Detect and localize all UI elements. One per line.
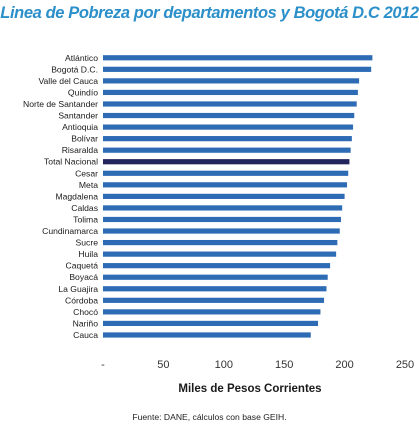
category-label: Norte de Santander xyxy=(23,99,98,109)
x-tick-label: 250 xyxy=(396,359,414,371)
x-tick-label: - xyxy=(101,359,105,371)
bar-valle-del-cauca xyxy=(103,78,360,84)
category-label: Cauca xyxy=(73,330,98,340)
source-note: Fuente: DANE, cálculos con base GEIH. xyxy=(132,412,287,422)
x-tick-label: 100 xyxy=(215,359,233,371)
bar-magdalena xyxy=(103,193,345,199)
category-label: Bogotá D.C. xyxy=(51,64,98,74)
category-label: Valle del Cauca xyxy=(38,76,98,86)
bar-santander xyxy=(103,112,355,119)
category-label: Boyacá xyxy=(69,272,98,282)
category-label: Cesar xyxy=(75,168,98,178)
bar-cesar xyxy=(103,170,349,176)
bar-cauca xyxy=(103,332,311,338)
category-label: Caquetá xyxy=(66,261,99,271)
category-label: Risaralda xyxy=(62,145,99,155)
bar-quindio xyxy=(103,89,358,96)
category-label: Tolima xyxy=(73,214,98,224)
x-axis-ticks: - 50 100 150 200 250 xyxy=(101,359,414,371)
category-label: Huila xyxy=(78,249,98,259)
bar-cundinamarca xyxy=(103,228,340,234)
bar-bogota-d-c xyxy=(103,66,372,72)
category-label: Santander xyxy=(58,111,98,121)
category-label: Nariño xyxy=(73,318,99,328)
bar-total-nacional xyxy=(103,159,350,165)
category-label: Bolívar xyxy=(71,134,98,144)
bar-choco xyxy=(103,309,321,315)
category-label: Atlántico xyxy=(65,53,98,63)
bar-atlantico xyxy=(103,55,373,61)
category-label: La Guajira xyxy=(58,284,98,294)
category-label: Cundinamarca xyxy=(42,226,98,236)
category-label: Sucre xyxy=(76,238,99,248)
x-axis-label: Miles de Pesos Corrientes xyxy=(178,383,321,395)
category-label: Antioquia xyxy=(62,122,98,132)
category-label: Córdoba xyxy=(65,295,98,305)
x-tick-label: 50 xyxy=(157,359,169,371)
bar-huila xyxy=(103,251,337,257)
bar-cordoba xyxy=(103,297,325,303)
category-label: Quindío xyxy=(68,87,98,97)
category-label: Caldas xyxy=(71,203,98,213)
bar-la-guajira xyxy=(103,286,327,292)
bar-antioquia xyxy=(103,124,354,130)
x-tick-label: 150 xyxy=(275,359,293,371)
category-label: Chocó xyxy=(73,307,98,317)
bar-boyaca xyxy=(103,274,328,280)
bar-caldas xyxy=(103,205,343,211)
bars-layer xyxy=(103,55,373,338)
bar-meta xyxy=(103,182,348,188)
category-label: Magdalena xyxy=(55,191,98,201)
x-tick-label: 200 xyxy=(335,359,353,371)
bar-tolima xyxy=(103,216,341,223)
bar-sucre xyxy=(103,239,338,246)
bar-risaralda xyxy=(103,147,351,153)
bar-norte-de-santander xyxy=(103,101,357,107)
bar-narino xyxy=(103,320,319,327)
category-label: Total Nacional xyxy=(44,157,98,167)
bar-bolivar xyxy=(103,136,352,142)
bar-caqueta xyxy=(103,263,331,269)
chart-title: Linea de Pobreza por departamentos y Bog… xyxy=(0,4,419,22)
category-label: Meta xyxy=(79,180,98,190)
